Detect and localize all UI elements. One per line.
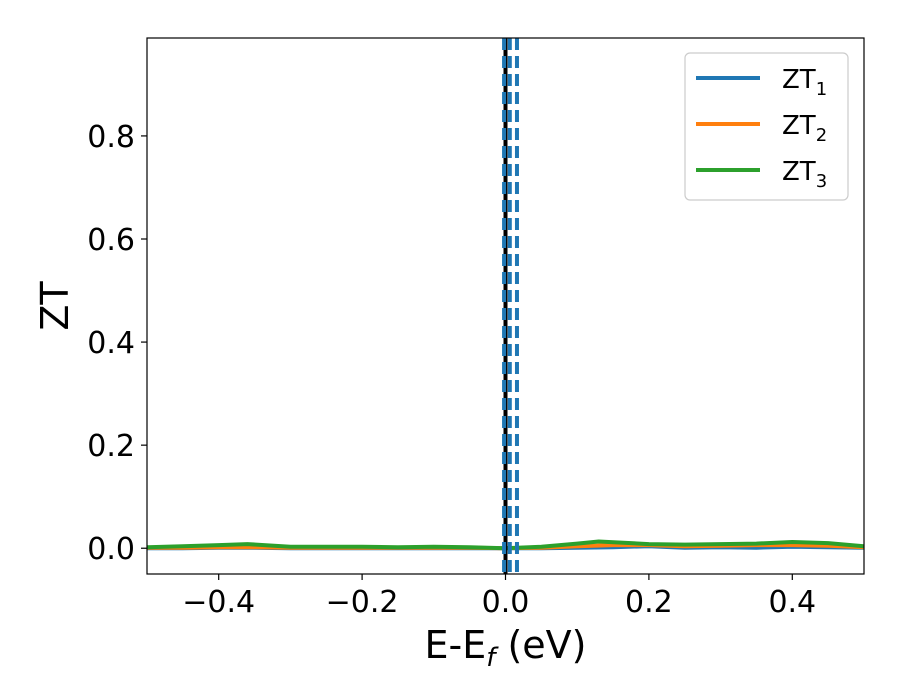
reference-lines: [502, 38, 519, 574]
y-tick-label: 0.8: [87, 120, 135, 155]
x-tick-label: −0.4: [182, 585, 255, 620]
legend-label-3: ZT3: [782, 157, 827, 192]
y-tick-label: 0.6: [87, 223, 135, 258]
x-tick-label: 0.2: [625, 585, 673, 620]
legend-label-main: ZT: [782, 111, 816, 141]
y-tick-label: 0.4: [87, 326, 135, 361]
legend-label-1: ZT1: [782, 65, 827, 100]
legend-frame: [684, 52, 849, 201]
y-tick-label: 0.2: [87, 429, 135, 464]
x-axis-label-main: E-E: [425, 623, 487, 667]
legend-label-main: ZT: [782, 157, 816, 187]
x-axis-ticks: −0.4 −0.2 0.0 0.2 0.4: [182, 574, 816, 620]
x-axis-label: E-Ef (eV): [425, 623, 587, 673]
x-tick-label: 0.0: [482, 585, 530, 620]
legend-label-2: ZT2: [782, 111, 827, 146]
x-axis-label-tail: (eV): [495, 623, 586, 667]
y-axis-label: ZT: [33, 281, 77, 331]
x-tick-label: 0.4: [768, 585, 816, 620]
legend-label-sub: 3: [816, 171, 827, 192]
legend-label-sub: 2: [816, 125, 827, 146]
y-tick-label: 0.0: [87, 532, 135, 567]
x-tick-label: −0.2: [326, 585, 399, 620]
legend-label-main: ZT: [782, 65, 816, 95]
y-axis-ticks: 0.0 0.2 0.4 0.6 0.8: [87, 120, 147, 567]
legend-label-sub: 1: [816, 79, 827, 100]
